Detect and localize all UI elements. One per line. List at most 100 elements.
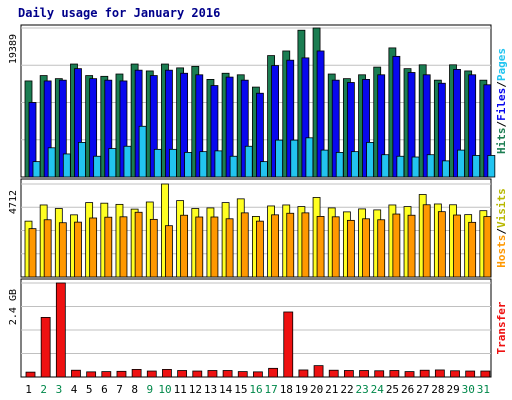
bar-files-day-1 — [28, 102, 37, 178]
bar-files-day-23 — [362, 79, 370, 178]
day-label-3: 3 — [56, 383, 63, 396]
bar-hosts-day-20 — [316, 216, 325, 278]
bar-pages-day-5 — [93, 155, 102, 178]
bar-kbytes-day-22 — [343, 370, 354, 378]
bar-kbytes-day-12 — [192, 370, 203, 378]
bar-hosts-day-2 — [43, 219, 52, 278]
bar-pages-day-2 — [47, 147, 56, 178]
bar-hosts-day-14 — [225, 218, 234, 278]
day-label-16: 16 — [249, 383, 262, 396]
bar-files-day-22 — [346, 82, 355, 178]
axis-title-part: Hosts — [495, 235, 508, 268]
day-label-14: 14 — [219, 383, 233, 396]
day-label-13: 13 — [204, 383, 217, 396]
bar-pages-day-23 — [366, 142, 374, 178]
bar-hosts-day-24 — [377, 219, 386, 278]
bar-files-day-20 — [316, 50, 325, 178]
bar-pages-day-1 — [32, 161, 41, 178]
bar-kbytes-day-3 — [55, 282, 66, 378]
bar-hosts-day-16 — [256, 220, 264, 278]
bar-hosts-day-19 — [301, 212, 310, 278]
bar-pages-day-22 — [350, 151, 359, 178]
bar-hosts-day-21 — [331, 216, 340, 278]
bar-files-day-5 — [89, 78, 98, 178]
bar-pages-day-26 — [411, 156, 420, 178]
panel-kbytes: 2.4 GB Transfer — [8, 278, 508, 378]
bar-pages-day-28 — [441, 160, 450, 178]
bar-pages-day-24 — [381, 154, 390, 178]
bar-kbytes-day-1 — [25, 371, 36, 378]
bar-files-day-12 — [195, 74, 204, 178]
bar-pages-day-18 — [290, 139, 299, 178]
bar-hosts-day-28 — [437, 211, 446, 278]
day-label-6: 6 — [101, 383, 108, 396]
day-label-22: 22 — [340, 383, 353, 396]
bar-pages-day-11 — [184, 152, 193, 178]
bar-hosts-day-5 — [89, 217, 98, 278]
day-label-2: 2 — [40, 383, 47, 396]
bar-pages-day-16 — [260, 161, 268, 178]
bar-files-day-6 — [104, 79, 113, 178]
bar-kbytes-day-25 — [389, 370, 400, 378]
bar-hosts-day-15 — [240, 212, 249, 278]
bar-files-day-21 — [331, 79, 340, 178]
bar-files-day-27 — [422, 74, 431, 178]
bar-pages-day-13 — [214, 150, 223, 178]
bar-hosts-day-22 — [346, 219, 355, 278]
bar-pages-day-6 — [108, 148, 117, 178]
bar-kbytes-day-16 — [253, 371, 263, 378]
bar-pages-day-4 — [78, 142, 86, 178]
bar-hosts-day-30 — [468, 221, 477, 278]
bar-hosts-day-8 — [134, 211, 143, 278]
bar-hosts-day-10 — [165, 225, 173, 278]
axis-title-part: / — [495, 228, 508, 235]
bar-kbytes-day-20 — [313, 365, 324, 378]
day-label-9: 9 — [147, 383, 154, 396]
day-label-28: 28 — [431, 383, 444, 396]
bar-files-day-9 — [149, 75, 158, 178]
bar-kbytes-day-26 — [404, 371, 415, 378]
bar-pages-day-25 — [396, 155, 405, 178]
bar-kbytes-day-29 — [450, 370, 460, 378]
bar-kbytes-day-15 — [237, 371, 248, 378]
day-label-23: 23 — [356, 383, 369, 396]
bar-hosts-day-11 — [180, 214, 189, 278]
bar-hosts-day-29 — [453, 214, 461, 278]
bar-files-day-8 — [134, 69, 143, 178]
bar-files-day-16 — [256, 92, 264, 178]
bar-kbytes-day-13 — [207, 370, 218, 378]
bar-pages-day-17 — [275, 139, 283, 178]
day-label-26: 26 — [401, 383, 414, 396]
bar-kbytes-day-27 — [419, 369, 430, 378]
bar-pages-day-20 — [320, 149, 329, 178]
bar-files-day-26 — [407, 72, 416, 178]
day-label-25: 25 — [386, 383, 399, 396]
axis-title-part: Visits — [495, 188, 508, 228]
day-label-1: 1 — [25, 383, 32, 396]
bar-hosts-day-31 — [483, 216, 492, 278]
day-label-7: 7 — [116, 383, 123, 396]
bar-hosts-day-6 — [104, 216, 113, 278]
bar-hosts-day-4 — [74, 221, 82, 278]
bar-kbytes-day-5 — [86, 371, 97, 378]
axis-title-part: Hits — [495, 128, 508, 155]
bar-hosts-day-7 — [119, 216, 128, 278]
day-label-31: 31 — [477, 383, 490, 396]
bar-kbytes-day-4 — [71, 369, 81, 378]
axis-title-visits: Hosts/Visits — [495, 188, 508, 268]
bar-pages-day-19 — [305, 137, 314, 178]
bar-pages-day-10 — [169, 148, 177, 178]
bar-files-day-19 — [301, 57, 310, 178]
bar-hosts-day-27 — [422, 204, 431, 278]
bar-kbytes-day-30 — [465, 370, 476, 378]
bar-pages-day-12 — [199, 151, 208, 178]
bar-kbytes-day-8 — [131, 369, 142, 378]
bar-files-day-7 — [119, 80, 128, 178]
bar-files-day-29 — [453, 69, 461, 178]
day-label-4: 4 — [71, 383, 78, 396]
bar-pages-day-9 — [153, 148, 162, 178]
day-label-18: 18 — [280, 383, 293, 396]
bar-pages-day-8 — [138, 125, 147, 178]
